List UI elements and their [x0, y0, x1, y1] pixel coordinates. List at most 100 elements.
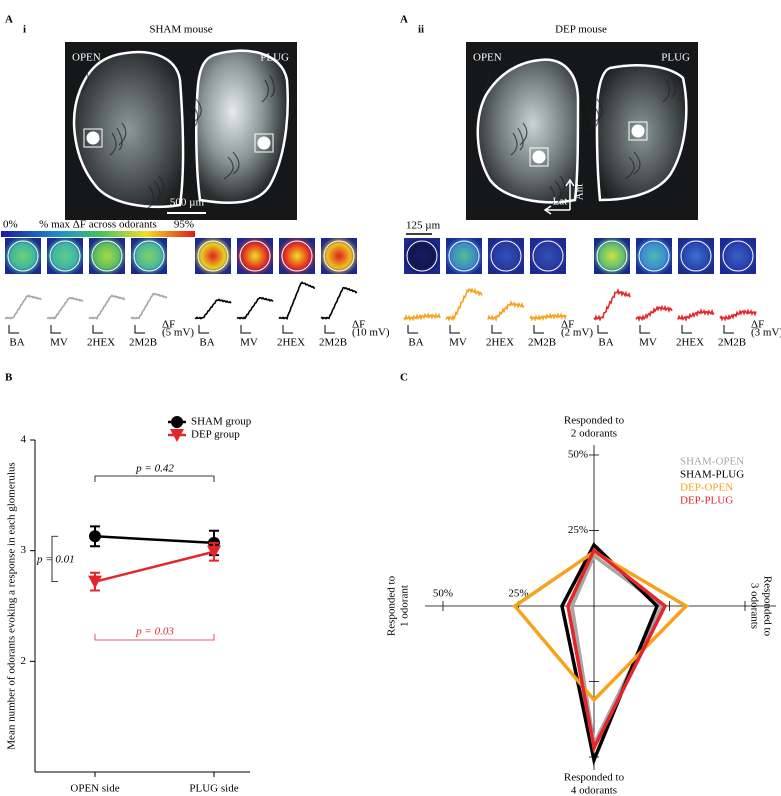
- colorbar: [1, 231, 195, 237]
- trace: [635, 304, 673, 322]
- vessel: [586, 108, 594, 132]
- trace-scale-label: (5 mV): [162, 327, 194, 339]
- roi-box: [529, 147, 549, 167]
- vessel: [156, 175, 165, 199]
- trace-scale-label: (3 mV): [751, 327, 781, 339]
- vessel: [633, 151, 641, 175]
- trace-scale-bar: [50, 325, 61, 334]
- panel-subscript: ii: [418, 24, 424, 36]
- roi-dot: [532, 150, 546, 164]
- point: [207, 545, 221, 559]
- trace: [194, 298, 232, 320]
- glomerulus-image: [404, 238, 440, 274]
- trace-scale-bar: [134, 325, 145, 334]
- trace-scale-bar: [491, 325, 502, 334]
- odorant-label: 2M2B: [129, 337, 157, 349]
- odorant-label: 2M2B: [718, 337, 746, 349]
- legend-label: DEP group: [191, 429, 240, 441]
- trace: [278, 281, 315, 321]
- region-label: OPEN: [473, 52, 502, 64]
- glomerulus-outline: [49, 240, 81, 272]
- odorant-label: BA: [598, 337, 613, 349]
- radar-axis-label: Responded to: [761, 576, 773, 637]
- odorant-label: BA: [9, 337, 24, 349]
- glomerulus-image: [321, 238, 357, 274]
- glomerulus-image: [636, 238, 672, 274]
- glomerulus-image: [446, 238, 482, 274]
- glomerulus-image: [279, 238, 315, 274]
- roi-dot: [86, 131, 100, 145]
- series-line: [94, 535, 215, 545]
- vessel: [147, 185, 155, 209]
- trace-scale-bar: [92, 325, 103, 334]
- vessel: [185, 108, 193, 132]
- radar-polygon: [560, 542, 660, 766]
- glomerulus-outline: [7, 240, 39, 272]
- point: [89, 530, 101, 543]
- odorant-label: BA: [408, 337, 423, 349]
- vessel: [554, 180, 562, 204]
- odorant-label: MV: [50, 337, 68, 349]
- roi-box: [254, 133, 274, 153]
- trace-scale-bar: [324, 325, 335, 334]
- glomerulus-outline: [281, 240, 313, 272]
- point: [88, 575, 102, 589]
- radar-axis-label: Responded to: [386, 575, 398, 636]
- lobe: [476, 58, 580, 204]
- glomerulus-outline: [680, 240, 712, 272]
- panel-label: A: [5, 14, 13, 26]
- roi-dot: [257, 136, 271, 150]
- trace-scale-label: (10 mV): [352, 327, 390, 339]
- trace-scale-label: ΔF: [751, 319, 764, 331]
- panel-label: A: [400, 14, 408, 26]
- glomerulus-outline: [638, 240, 670, 272]
- glomerulus-outline: [532, 240, 564, 272]
- vessel: [232, 151, 240, 175]
- y-tick-label: 4: [21, 434, 27, 446]
- trace-scale-bar: [282, 325, 293, 334]
- glomerulus-image: [488, 238, 524, 274]
- vessel: [223, 156, 234, 180]
- lobe: [195, 49, 289, 204]
- trace-scale-bar: [240, 325, 251, 334]
- significance-bracket: [94, 475, 215, 482]
- trace: [677, 308, 715, 323]
- y-tick-label: 3: [21, 544, 27, 556]
- y-tick-label: 2: [21, 655, 27, 667]
- trace-scale-label: ΔF: [162, 319, 175, 331]
- trace: [487, 300, 525, 323]
- trace-scale-bar: [597, 325, 608, 334]
- vessel: [261, 79, 269, 103]
- trace: [320, 286, 358, 320]
- vessel: [269, 74, 275, 98]
- region-label: PLUG: [661, 52, 690, 64]
- trace-scale-bar: [198, 325, 209, 334]
- trace: [236, 296, 274, 320]
- vessel: [194, 98, 202, 122]
- vessel: [481, 69, 490, 93]
- orientation-label: Lat: [553, 196, 568, 208]
- odorant-label: BA: [199, 337, 214, 349]
- x-tick-label: OPEN side: [70, 783, 119, 795]
- glomerulus-outline: [197, 240, 229, 272]
- panel-title: DEP mouse: [555, 24, 607, 36]
- glomerulus-image: [678, 238, 714, 274]
- annotation: p = 0.03: [135, 626, 174, 638]
- colorbar-title: % max ΔF across odorants: [39, 219, 157, 231]
- annotation: p = 0.42: [135, 463, 174, 475]
- glomerulus-outline: [722, 240, 754, 272]
- radar-axis-label: 2 odorants: [571, 428, 617, 440]
- trace-scale-bar: [723, 325, 734, 334]
- glomerulus-image: [131, 238, 167, 274]
- odorant-label: 2M2B: [319, 337, 347, 349]
- vessel: [109, 132, 117, 156]
- odorant-label: 2HEX: [486, 337, 514, 349]
- significance-bracket: [94, 634, 215, 641]
- vessel: [510, 132, 518, 156]
- odorant-label: MV: [240, 337, 258, 349]
- radar-axis-label: 3 odorants: [748, 583, 760, 629]
- scale-label: 500 µm: [170, 197, 205, 209]
- odorant-label: MV: [639, 337, 657, 349]
- glomerulus-outline: [406, 240, 438, 272]
- trace: [88, 294, 126, 321]
